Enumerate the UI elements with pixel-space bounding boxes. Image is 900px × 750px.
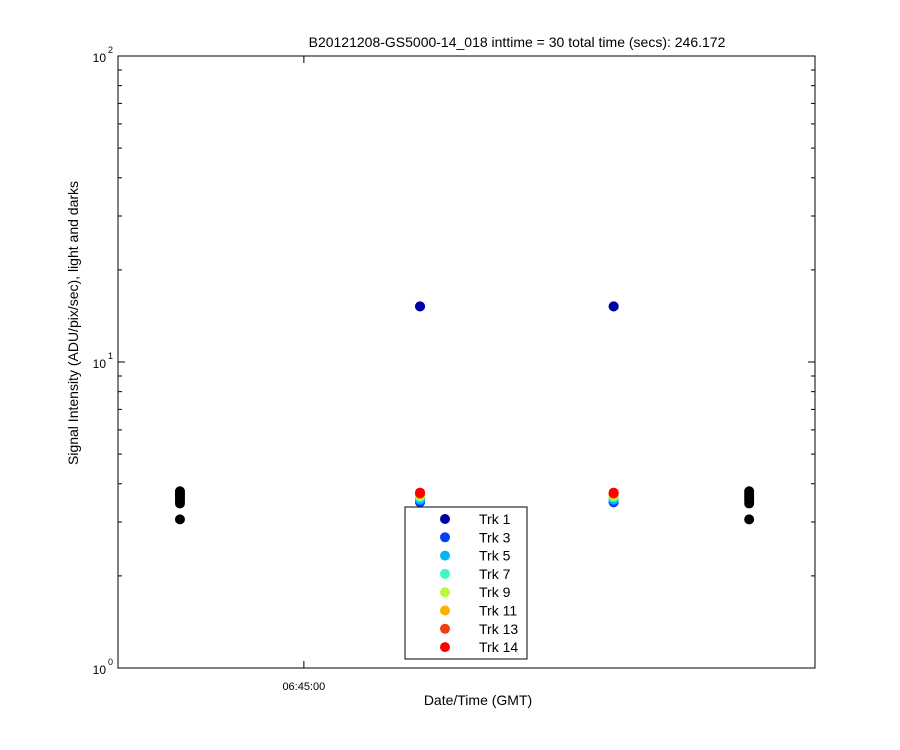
dark-point [174, 514, 185, 525]
data-point [415, 487, 426, 498]
x-tick-label: 06:45:00 [282, 681, 325, 693]
data-point [415, 301, 426, 312]
legend: Trk 1 Trk 3 Trk 5 Trk 7 Trk 9 Trk 11 Trk 13 Trk… [404, 506, 528, 660]
y-tick-label-exponent: 2 [108, 45, 113, 55]
y-tick-label-exponent: 0 [108, 657, 113, 667]
y-tick-label: 10 [93, 51, 107, 65]
y-axis-ticks [118, 55, 815, 669]
legend-marker [440, 605, 450, 616]
legend-marker [440, 642, 450, 653]
legend-marker [440, 514, 450, 524]
legend-box [404, 506, 528, 660]
y-axis-label: Signal Intensity (ADU/pix/sec), light an… [65, 181, 81, 465]
legend-marker [440, 568, 450, 579]
data-point [608, 301, 619, 312]
legend-label: Trk 3 [479, 529, 511, 545]
data-point [608, 487, 619, 498]
data-points [174, 301, 755, 525]
x-axis-label: Date/Time (GMT) [424, 692, 532, 708]
dark-point [174, 486, 185, 497]
legend-marker [440, 532, 450, 543]
dark-point [744, 514, 755, 525]
legend-label: Trk 11 [479, 603, 517, 619]
legend-label: Trk 1 [479, 511, 511, 527]
legend-label: Trk 5 [479, 548, 511, 564]
chart-title: B20121208-GS5000-14_018 inttime = 30 tot… [309, 34, 726, 50]
legend-marker [440, 623, 450, 634]
legend-marker [440, 550, 450, 561]
legend-label: Trk 14 [479, 639, 518, 655]
legend-label: Trk 9 [479, 584, 511, 600]
y-tick-label: 10 [93, 663, 107, 677]
legend-label: Trk 13 [479, 621, 518, 637]
legend-marker [440, 587, 450, 598]
dark-point [744, 486, 755, 497]
y-tick-label: 10 [93, 357, 107, 371]
x-axis-ticks: 06:45:00 [282, 56, 325, 693]
y-tick-label-exponent: 1 [108, 351, 113, 361]
legend-label: Trk 7 [479, 566, 511, 582]
